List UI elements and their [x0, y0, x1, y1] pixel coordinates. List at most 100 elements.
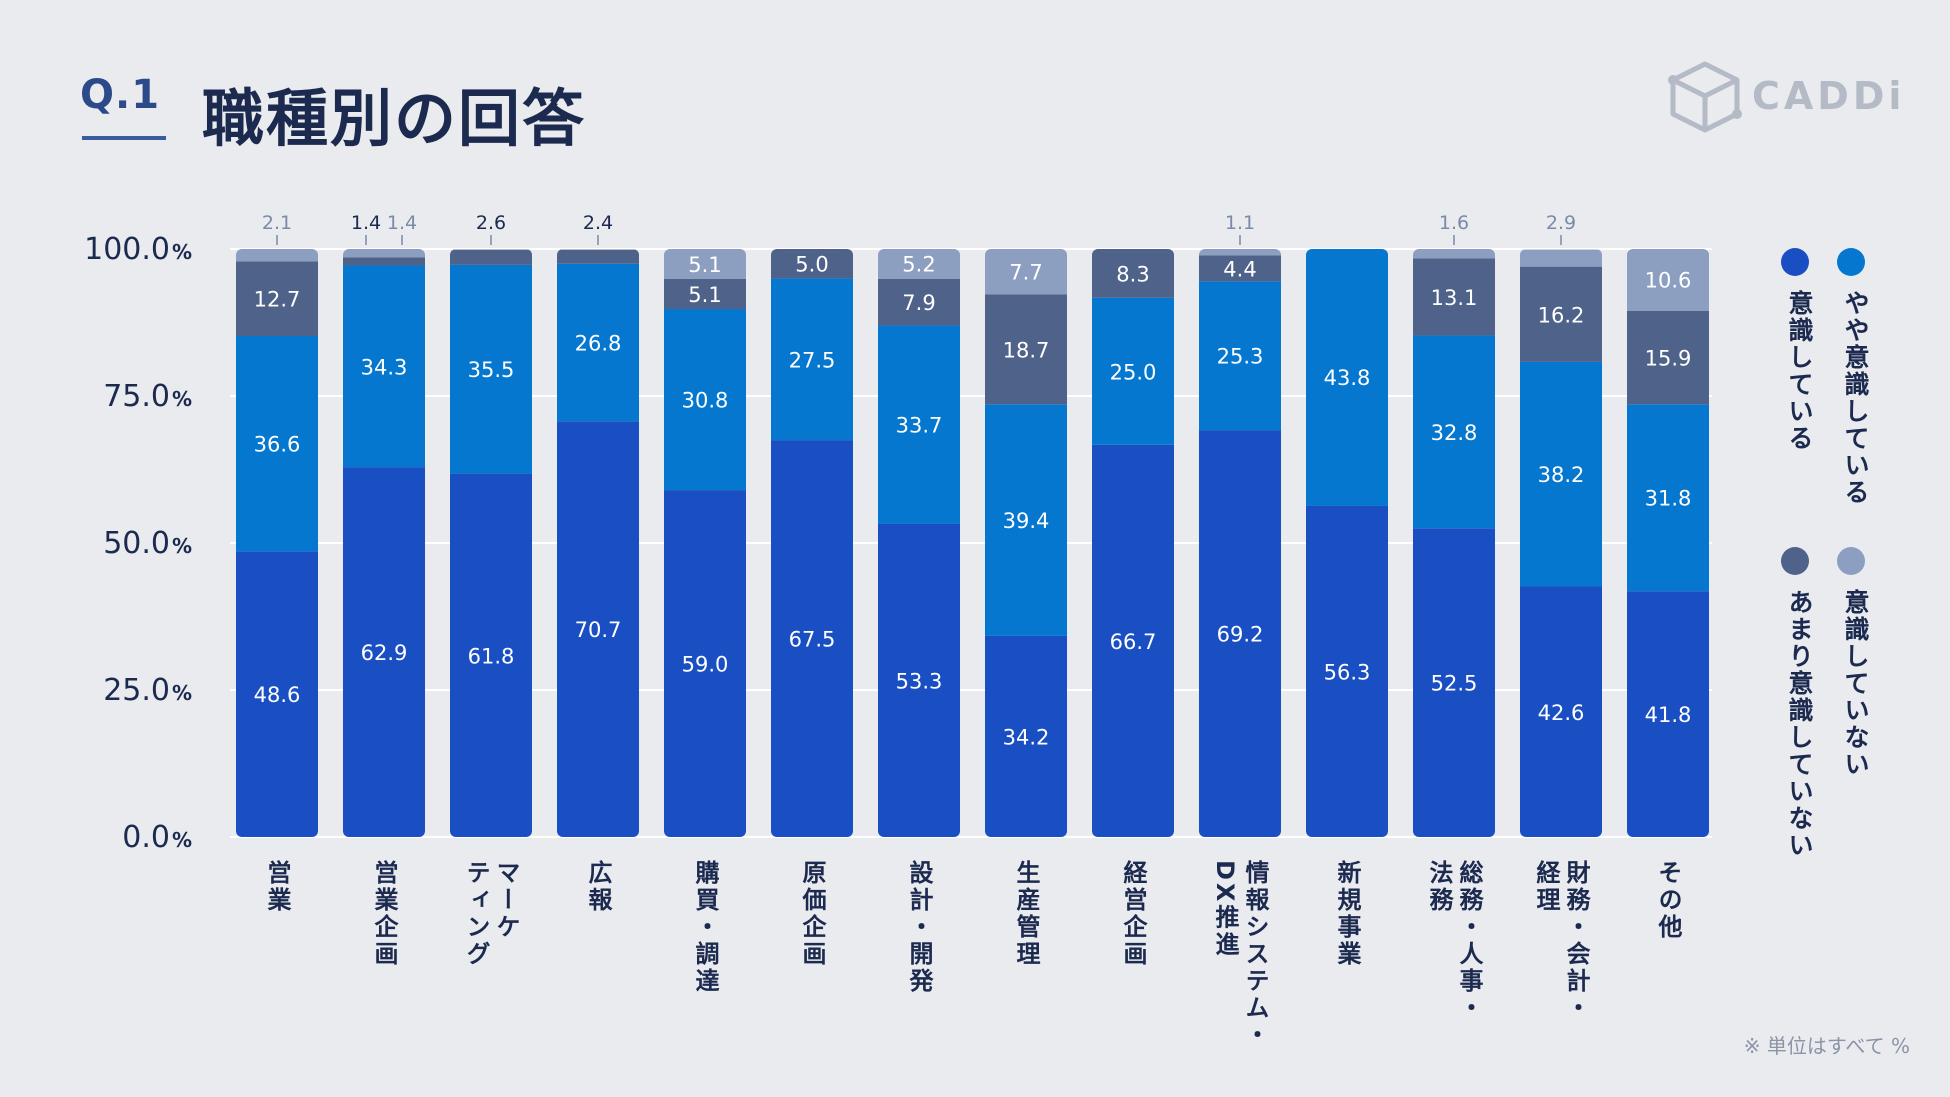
bar-segment: [236, 261, 318, 337]
bar-segment: [450, 249, 532, 265]
caddi-logo-icon: [1668, 61, 1742, 133]
data-label: 5.1: [688, 283, 721, 307]
data-label: 12.7: [254, 288, 301, 312]
category-label: マーケ: [492, 860, 520, 941]
data-label: 15.9: [1645, 346, 1692, 370]
legend-label: あまり意識していない: [1785, 589, 1814, 859]
bar-segment: [1092, 297, 1174, 445]
data-label: 31.8: [1645, 487, 1692, 511]
bar-segment: [878, 278, 960, 326]
bar-segment: [236, 249, 318, 262]
y-tick-label: 50.0: [103, 526, 170, 561]
legend-swatch: [1781, 248, 1809, 276]
y-tick-unit: %: [172, 387, 192, 411]
data-label-outside: 2.1: [262, 212, 292, 234]
logo-text: CADDi: [1752, 74, 1906, 118]
data-label: 52.5: [1431, 672, 1478, 696]
data-label: 43.8: [1324, 366, 1371, 390]
bar-segment: [878, 325, 960, 524]
bar-segment: [664, 249, 746, 279]
data-label: 38.2: [1538, 463, 1585, 487]
bar-segment: [557, 249, 639, 264]
data-label: 34.2: [1003, 725, 1050, 749]
bar-segment: [1413, 258, 1495, 336]
data-label: 61.8: [468, 644, 515, 668]
category-label: 情報システム・: [1241, 860, 1269, 1049]
data-label: 5.0: [795, 253, 828, 277]
bar-segment: [1520, 266, 1602, 362]
y-tick-unit: %: [172, 828, 192, 852]
data-label: 32.8: [1431, 421, 1478, 445]
bar-segment: [985, 294, 1067, 405]
y-tick-label: 25.0: [103, 673, 170, 708]
question-underline: [82, 136, 166, 140]
bar-segment: [1306, 505, 1388, 837]
data-label: 5.1: [688, 253, 721, 277]
data-label: 5.2: [902, 253, 935, 277]
data-label: 62.9: [361, 641, 408, 665]
data-label: 36.6: [254, 433, 301, 457]
data-label: 70.7: [575, 618, 622, 642]
category-label: 財務・会計・: [1562, 860, 1590, 1022]
data-label: 48.6: [254, 683, 301, 707]
data-label: 39.4: [1003, 509, 1050, 533]
y-tick-unit: %: [172, 534, 192, 558]
bar-segment: [450, 264, 532, 474]
data-label: 25.0: [1110, 360, 1157, 384]
category-label: ティング: [462, 860, 490, 968]
data-label: 7.9: [902, 291, 935, 315]
data-label: 10.6: [1645, 269, 1692, 293]
legend-label: 意識している: [1785, 290, 1814, 452]
category-label: 購買・調達: [691, 860, 719, 995]
data-label: 8.3: [1116, 262, 1149, 286]
bar-segment: [1520, 249, 1602, 267]
bar-segment: [1092, 444, 1174, 837]
category-label: その他: [1654, 860, 1683, 941]
category-label: 設計・開発: [905, 859, 934, 995]
data-label: 33.7: [896, 414, 943, 438]
data-label: 30.8: [682, 389, 729, 413]
data-label: 13.1: [1431, 286, 1478, 310]
data-label: 67.5: [789, 628, 836, 652]
data-label: 16.2: [1538, 303, 1585, 327]
data-label-outside: 1.4: [387, 212, 417, 234]
bar-segment: [771, 440, 853, 837]
bar-segment: [878, 523, 960, 837]
data-label-outside: 2.4: [583, 212, 613, 234]
legend-label: 意識していない: [1841, 589, 1870, 778]
data-label: 66.7: [1110, 630, 1157, 654]
legend-swatch: [1781, 547, 1809, 575]
bar-segment: [1413, 335, 1495, 529]
bar-segment: [1627, 591, 1709, 837]
bar-segment: [1520, 361, 1602, 587]
data-label: 56.3: [1324, 660, 1371, 684]
data-label: 34.3: [361, 355, 408, 379]
data-label: 18.7: [1003, 338, 1050, 362]
bar-segment: [664, 278, 746, 309]
data-label: 27.5: [789, 348, 836, 372]
y-tick-label: 0.0: [122, 820, 170, 855]
data-label: 7.7: [1009, 261, 1042, 285]
category-label: 法務: [1425, 860, 1453, 914]
bar-segment: [1199, 255, 1281, 282]
bar-segment: [343, 467, 425, 837]
legend-swatch: [1837, 248, 1865, 276]
data-label-outside: 1.6: [1439, 212, 1469, 234]
category-label: 営業企画: [370, 859, 398, 968]
bar-segment: [771, 249, 853, 279]
category-label: 経営企画: [1119, 859, 1147, 968]
bar-segment: [1627, 249, 1709, 311]
y-tick-unit: %: [172, 240, 192, 264]
bar-segment: [985, 404, 1067, 636]
category-label: 原価企画: [798, 860, 827, 968]
y-tick-label: 100.0: [84, 232, 170, 267]
unit-note: ※ 単位はすべて %: [1743, 1034, 1910, 1058]
bar-segment: [878, 249, 960, 279]
data-label: 42.6: [1538, 701, 1585, 725]
data-label: 35.5: [468, 358, 515, 382]
bar-segment: [1520, 586, 1602, 837]
legend-swatch: [1837, 547, 1865, 575]
data-label-outside: 1.1: [1225, 212, 1255, 234]
bar-segment: [343, 265, 425, 468]
